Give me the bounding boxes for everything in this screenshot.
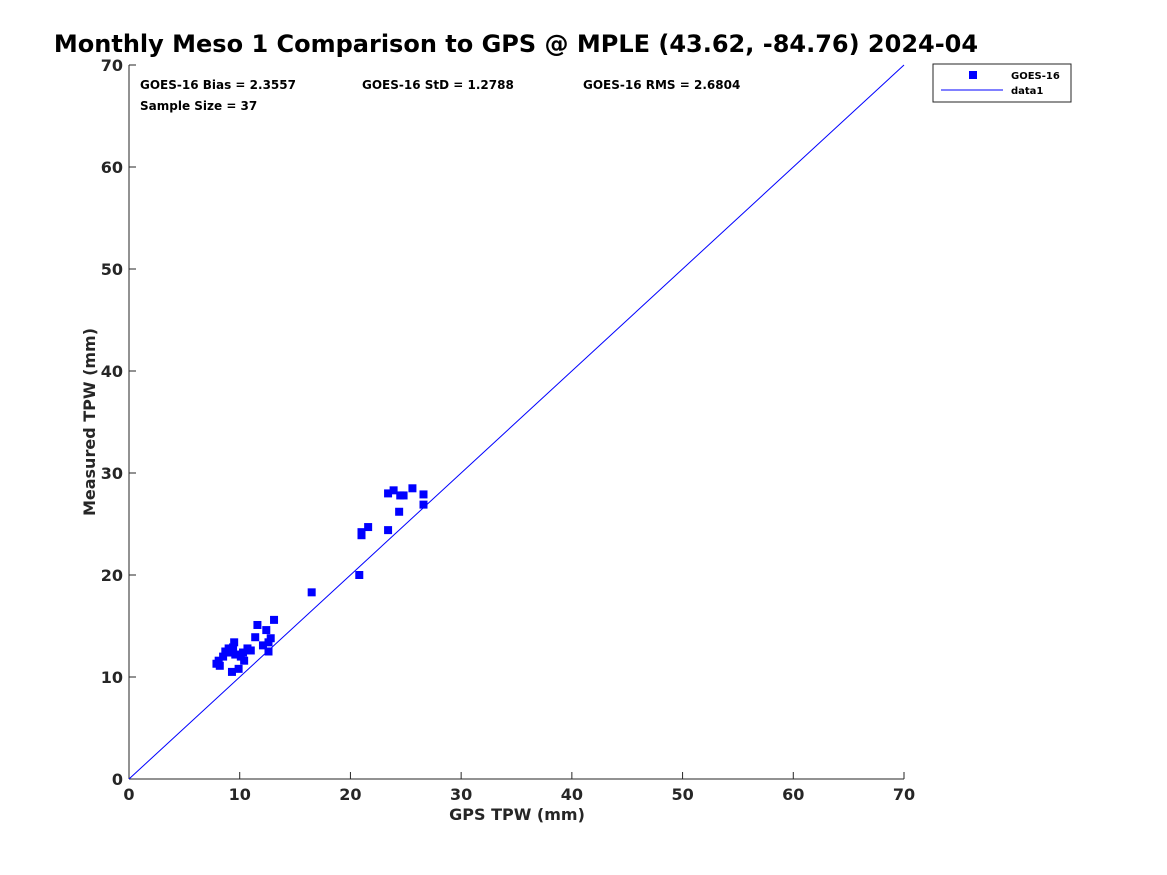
scatter-point — [262, 626, 271, 635]
scatter-point — [246, 646, 255, 655]
scatter-point — [239, 648, 248, 657]
scatter-point — [364, 523, 373, 532]
scatter-point — [384, 526, 393, 535]
x-tick-label: 50 — [671, 785, 693, 804]
y-tick-label: 0 — [112, 770, 123, 789]
x-tick-label: 40 — [561, 785, 583, 804]
scatter-point — [229, 643, 238, 652]
legend: GOES-16 data1 — [932, 63, 1072, 103]
scatter-point — [227, 667, 236, 676]
legend-marker-goes16 — [969, 71, 977, 79]
y-tick-label: 60 — [101, 158, 123, 177]
scatter-point — [226, 648, 235, 657]
legend-label-data1: data1 — [1011, 86, 1043, 97]
y-tick-label: 40 — [101, 362, 123, 381]
scatter-point — [253, 620, 262, 629]
y-tick-label: 50 — [101, 260, 123, 279]
legend-label-goes16: GOES-16 — [1011, 71, 1060, 82]
scatter-point — [264, 638, 273, 647]
scatter-point — [266, 634, 275, 643]
scatter-point — [408, 484, 417, 493]
scatter-point — [219, 652, 228, 661]
x-tick-label: 0 — [123, 785, 134, 804]
scatter-point — [355, 571, 364, 579]
sample-size-annotation: Sample Size = 37 — [140, 99, 257, 113]
scatter-point — [234, 664, 243, 673]
x-axis-label: GPS TPW (mm) — [449, 805, 585, 824]
y-tick-label: 10 — [101, 668, 123, 687]
bias-annotation: GOES-16 Bias = 2.3557 — [140, 78, 296, 92]
rms-annotation: GOES-16 RMS = 2.6804 — [583, 78, 740, 92]
y-axis-label: Measured TPW (mm) — [80, 328, 99, 516]
y-tick-label: 20 — [101, 566, 123, 585]
scatter-point — [395, 507, 404, 516]
scatter-point — [236, 652, 245, 661]
scatter-point — [258, 641, 267, 650]
x-tick-label: 30 — [450, 785, 472, 804]
scatter-point — [264, 647, 273, 656]
chart-title: Monthly Meso 1 Comparison to GPS @ MPLE … — [54, 30, 978, 58]
scatter-point — [389, 486, 398, 495]
scatter-point — [231, 650, 240, 659]
scatter-point — [419, 500, 428, 509]
scatter-point — [384, 489, 393, 498]
y-tick-label: 70 — [101, 56, 123, 75]
scatter-point — [215, 661, 224, 670]
x-tick-label: 10 — [229, 785, 251, 804]
x-tick-label: 60 — [782, 785, 804, 804]
x-tick-label: 20 — [339, 785, 361, 804]
scatter-point — [230, 638, 239, 647]
plot-axes: 0 10 20 30 40 50 60 70 0 10 20 30 40 50 60 70 — [101, 56, 915, 804]
scatter-point — [214, 656, 223, 665]
series-line-data1 — [128, 64, 905, 780]
scatter-point — [240, 656, 249, 665]
scatter-point — [270, 615, 279, 624]
y-tick-label: 30 — [101, 464, 123, 483]
scatter-point — [307, 588, 316, 597]
scatter-point — [357, 531, 366, 540]
legend-box — [932, 63, 1072, 103]
plot-marks — [128, 64, 905, 780]
scatter-point — [251, 633, 260, 642]
x-tick-label: 70 — [893, 785, 915, 804]
scatter-point — [419, 490, 428, 499]
scatter-point — [224, 644, 233, 653]
scatter-point — [399, 491, 408, 500]
std-annotation: GOES-16 StD = 1.2788 — [362, 78, 514, 92]
